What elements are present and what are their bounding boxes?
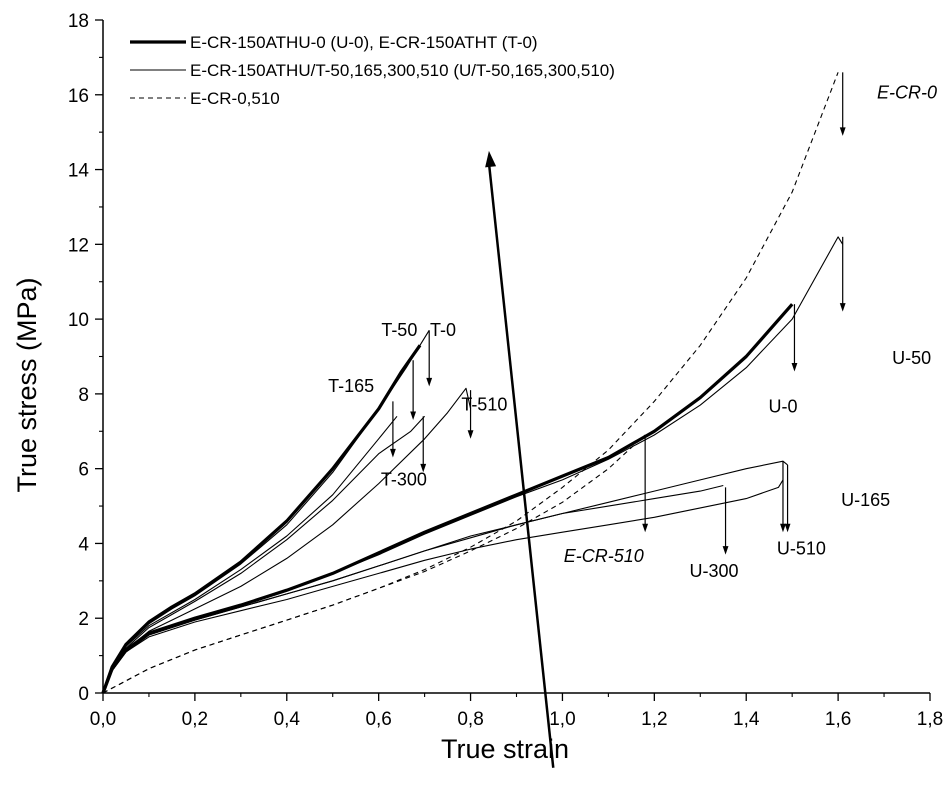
x-tick-label: 0,8 [457,709,483,730]
series-line-u-50 [102,236,844,694]
curve-label: E-CR-510 [564,546,644,566]
curve-label: U-165 [841,490,890,510]
curve-label: U-50 [892,348,931,368]
series-line-e-cr-510 [102,434,646,694]
x-tick-label: 0,4 [274,709,301,730]
legend-label: E-CR-150ATHU-0 (U-0), E-CR-150ATHT (T-0) [190,33,538,52]
y-tick-label: 10 [68,310,89,331]
x-tick-label: 1,2 [641,709,667,730]
y-axis-title: True stress (MPa) [12,277,42,492]
failure-arrow-head [642,523,649,533]
x-tick-label: 1,6 [825,709,851,730]
failure-arrow-head [420,463,427,473]
failure-arrow-head [839,127,846,136]
failure-arrow-head [426,377,433,387]
series-line-u-165 [102,460,788,694]
y-tick-label: 2 [78,609,89,630]
y-tick-label: 4 [78,534,89,555]
curve-label: U-300 [690,561,739,581]
series-line-t-50 [102,330,430,694]
trend-arrow-shaft [487,162,555,768]
legend-label: E-CR-150ATHU/T-50,165,300,510 (U/T-50,16… [190,61,615,80]
annotations-layer: T-50 T-0 T-165 T-510 T-300 E-CR-0 U-50 U-0 U-165… [328,83,937,582]
failure-arrows-layer [389,72,846,768]
failure-arrow-head [780,523,786,533]
series-line-t-165 [102,415,398,694]
y-tick-label: 18 [68,11,89,32]
y-tick-label: 6 [78,460,89,481]
legend-label: E-CR-0,510 [190,89,280,108]
series-line-u-300 [102,484,724,694]
series-line-t-0 [101,344,422,694]
y-tick-label: 12 [68,235,89,256]
legend: E-CR-150ATHU-0 (U-0), E-CR-150ATHT (T-0)… [130,33,615,108]
curve-label: T-0 [430,320,456,340]
curve-label: T-165 [328,376,374,396]
series-line-u-0 [101,303,794,694]
x-axis-title: True strain [441,734,569,764]
series-line-u-510 [102,479,784,694]
x-tick-label: 1,8 [917,709,943,730]
curve-label: E-CR-0 [877,83,937,103]
curve-label: T-300 [381,469,427,489]
x-tick-label: 1,4 [733,709,760,730]
curve-label: T-50 [381,320,417,340]
failure-arrow-head [784,523,791,533]
failure-arrow-head [791,362,798,372]
y-tick-label: 0 [78,684,89,705]
x-tick-label: 0,0 [90,709,116,730]
curve-label: T-510 [461,395,507,415]
curve-label: U-510 [777,539,826,559]
series-line-t-510 [102,387,472,694]
y-tick-label: 16 [68,86,89,107]
series-layer [101,72,844,694]
trend-arrow-head [485,150,497,168]
failure-arrow-head [410,411,417,421]
failure-arrow-head [722,546,729,555]
series-line-e-cr-0 [102,72,839,694]
y-tick-label: 14 [68,161,90,182]
failure-arrow-head [467,430,474,439]
failure-arrow-head [389,448,396,458]
curve-label: U-0 [768,397,797,417]
x-tick-label: 0,2 [182,709,208,730]
failure-arrow-head [839,303,846,312]
x-tick-label: 1,0 [549,709,575,730]
y-tick-label: 8 [78,385,89,406]
x-tick-label: 0,6 [365,709,391,730]
axes: 0,0 0,2 0,4 0,6 0,8 1,0 1,2 1,4 1,6 1,8 0 2 4 6 8 10 12 1… [68,11,943,730]
